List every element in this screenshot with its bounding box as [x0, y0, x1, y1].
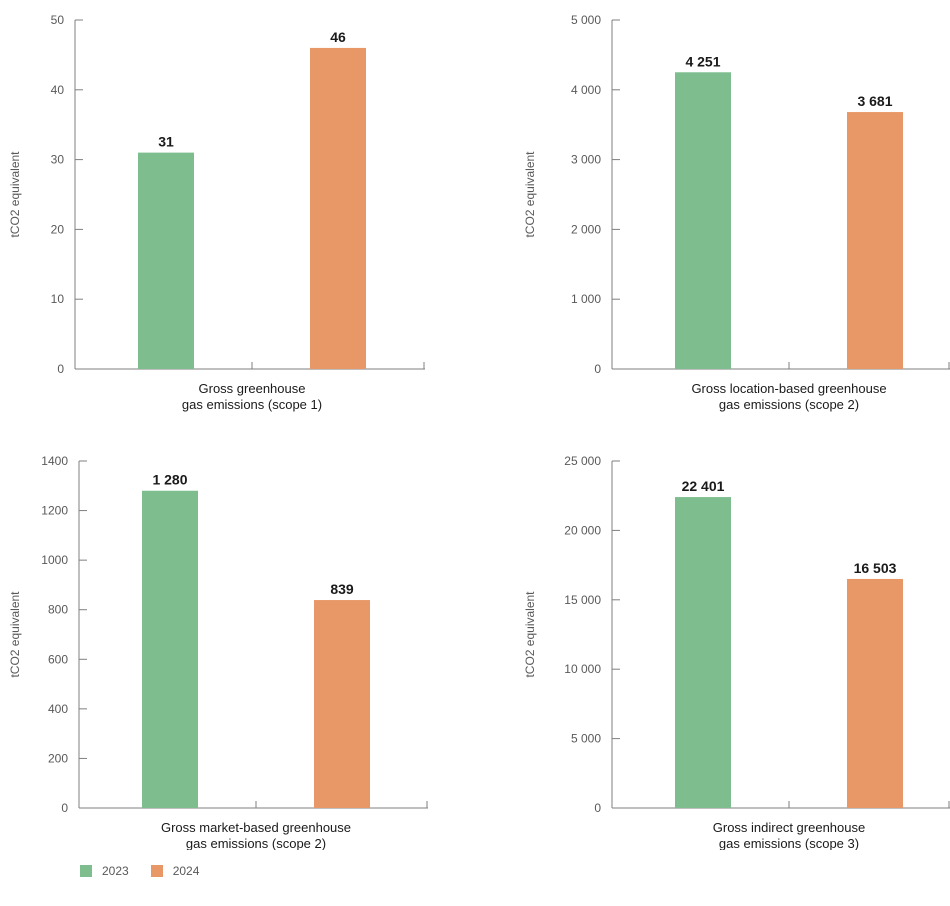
chart-2-bar-2023: [675, 72, 731, 369]
legend-item-2024: 2024: [150, 864, 200, 878]
chart-2-value-label-2024: 3 681: [857, 93, 892, 109]
chart-2-y-tick-label-3: 2 000: [571, 222, 601, 236]
chart-3-y-tick-label-4: 600: [48, 652, 68, 666]
chart-3-category-label-line-1: Gross market-based greenhouse: [161, 820, 351, 835]
chart-1-category-label-line-1: Gross greenhouse: [199, 381, 306, 396]
chart-1-category-label-line-2: gas emissions (scope 1): [182, 397, 322, 412]
chart-2-bar-2024: [847, 112, 903, 370]
legend-swatch-2024: [150, 865, 163, 877]
legend-label-2024: 2024: [172, 864, 200, 878]
legend-item-2023: 2023: [80, 864, 129, 878]
chart-4-value-label-2024: 16 503: [854, 560, 897, 576]
legend: 2023 2024: [80, 864, 221, 878]
chart-3-y-tick-label-1: 0: [61, 801, 68, 815]
chart-1-value-label-2024: 46: [330, 29, 346, 45]
chart-4-y-tick-label-1: 0: [594, 801, 601, 815]
chart-3-y-tick-label-8: 1400: [41, 454, 68, 468]
chart-3-y-tick-label-7: 1200: [41, 504, 68, 518]
chart-3-y-tick-label-6: 1000: [41, 553, 68, 567]
chart-1-y-tick-label-2: 10: [51, 292, 65, 306]
chart-2-y-tick-label-6: 5 000: [571, 13, 601, 27]
legend-label-2023: 2023: [102, 864, 129, 878]
chart-2-y-tick-label-2: 1 000: [571, 292, 601, 306]
chart-1-y-tick-label-5: 40: [51, 83, 65, 97]
chart-4-bar-2024: [847, 578, 903, 808]
chart-1-y-tick-label-1: 0: [57, 362, 64, 376]
chart-2-value-label-2023: 4 251: [685, 53, 720, 69]
chart-3-bar-2024: [314, 600, 370, 808]
chart-2-y-axis-label: tCO2 equivalent: [523, 151, 537, 238]
chart-1-value-label-2023: 31: [158, 134, 174, 150]
chart-1-y-tick-label-6: 50: [51, 13, 65, 27]
chart-4-y-axis-label: tCO2 equivalent: [523, 591, 537, 678]
chart-4-category-label-line-2: gas emissions (scope 3): [719, 836, 859, 850]
chart-1-bar-2023: [138, 152, 194, 369]
chart-1-y-tick-label-3: 20: [51, 222, 65, 236]
chart-3-y-tick-label-5: 800: [48, 603, 68, 617]
chart-3-y-tick-label-3: 400: [48, 702, 68, 716]
chart-3-bar-2023: [142, 490, 198, 808]
chart-4-value-label-2023: 22 401: [682, 478, 725, 494]
chart-4-y-tick-label-3: 10 000: [564, 662, 601, 676]
chart-3-y-axis-label: tCO2 equivalent: [8, 591, 22, 678]
chart-4-y-tick-label-5: 20 000: [564, 523, 601, 537]
chart-4-category-label-line-1: Gross indirect greenhouse: [713, 820, 865, 835]
chart-4-y-tick-label-2: 5 000: [571, 732, 601, 746]
chart-2-y-tick-label-1: 0: [594, 362, 601, 376]
chart-4-y-tick-label-6: 25 000: [564, 454, 601, 468]
charts-canvas: 0 10 20 30 40 50 tCO2 equivalent 31 46 Gross gree…: [8, 13, 950, 851]
chart-4-bar-2023: [675, 497, 731, 808]
chart-2-y-tick-label-4: 3 000: [571, 153, 601, 167]
chart-2-category-label-line-2: gas emissions (scope 2): [719, 397, 859, 412]
chart-3-y-tick-label-2: 200: [48, 751, 68, 765]
chart-1-bar-2024: [310, 47, 366, 370]
chart-1-y-tick-label-4: 30: [51, 153, 65, 167]
chart-2-y-tick-label-5: 4 000: [571, 83, 601, 97]
chart-3-value-label-2024: 839: [330, 581, 354, 597]
legend-swatch-2023: [80, 865, 92, 877]
chart-1-y-axis-label: tCO2 equivalent: [8, 151, 22, 238]
chart-3-value-label-2023: 1 280: [152, 472, 187, 488]
chart-4-y-tick-label-4: 15 000: [564, 593, 601, 607]
chart-2-category-label-line-1: Gross location-based greenhouse: [691, 381, 886, 396]
chart-3-category-label-line-2: gas emissions (scope 2): [186, 836, 326, 850]
